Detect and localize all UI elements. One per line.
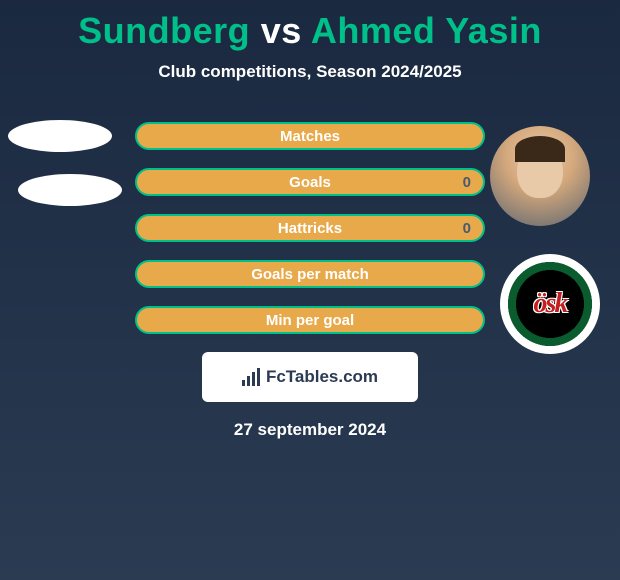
chart-icon — [242, 368, 260, 386]
comparison-title: Sundberg vs Ahmed Yasin — [0, 0, 620, 52]
stat-row: Goals per match — [0, 260, 620, 288]
brand-text: FcTables.com — [266, 367, 378, 387]
stat-label: Matches — [280, 128, 340, 145]
stat-label: Hattricks — [278, 220, 342, 237]
stats-container: Matches Goals 0 Hattricks 0 Goals per ma… — [0, 122, 620, 334]
stat-row: Min per goal — [0, 306, 620, 334]
stat-label: Goals — [289, 174, 331, 191]
stat-label: Min per goal — [266, 312, 354, 329]
stat-right-value: 0 — [463, 174, 471, 191]
stat-row: Goals 0 — [0, 168, 620, 196]
brand-badge: FcTables.com — [202, 352, 418, 402]
date-text: 27 september 2024 — [0, 420, 620, 440]
club-letters: ösk — [534, 288, 567, 320]
stat-row: Matches — [0, 122, 620, 150]
vs-text: vs — [261, 10, 302, 51]
player2-name: Ahmed Yasin — [311, 10, 542, 51]
player1-name: Sundberg — [78, 10, 250, 51]
stat-label: Goals per match — [251, 266, 369, 283]
subtitle: Club competitions, Season 2024/2025 — [0, 62, 620, 82]
stat-row: Hattricks 0 — [0, 214, 620, 242]
stat-right-value: 0 — [463, 220, 471, 237]
